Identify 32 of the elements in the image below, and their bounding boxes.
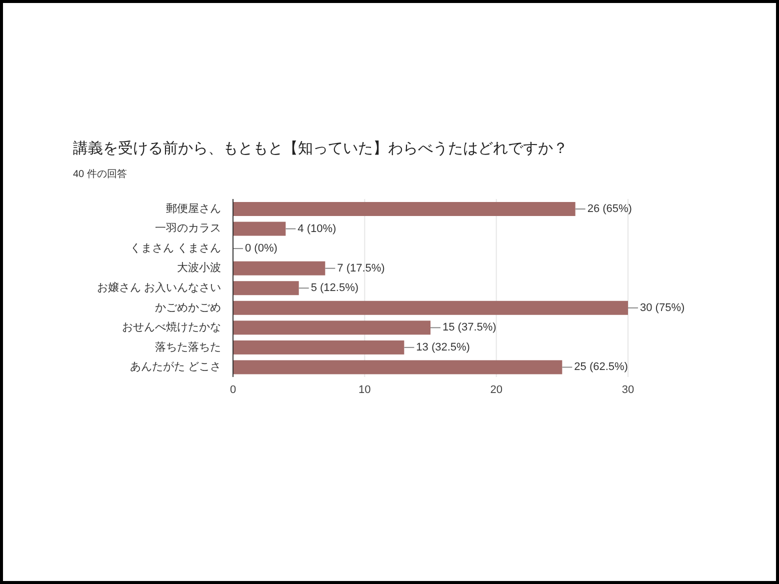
data-label: 15 (37.5%)	[442, 322, 496, 334]
y-tick-label: かごめかごめ	[155, 302, 221, 314]
bar	[233, 340, 404, 354]
bar	[233, 320, 430, 335]
data-label: 5 (12.5%)	[310, 282, 359, 294]
bar	[233, 202, 576, 216]
data-label: 4 (10%)	[298, 222, 336, 235]
x-tick-label: 10	[358, 384, 371, 396]
y-tick-label: お嬢さん お入いんなさい	[96, 281, 221, 294]
y-tick-label: 落ちた落ちた	[155, 340, 221, 354]
bar	[233, 261, 326, 276]
x-tick-label: 30	[622, 384, 634, 396]
y-tick-label: おせんべ焼けたかな	[122, 322, 221, 334]
x-tick-label: 0	[230, 384, 236, 396]
data-label: 0 (0%)	[245, 242, 278, 255]
data-label: 26 (65%)	[587, 203, 632, 215]
y-tick-label: 大波小波	[177, 261, 221, 274]
text: 40 件の回答	[73, 168, 127, 181]
y-tick-label: あんたがた どこさ	[130, 361, 221, 374]
y-tick-label: くまさん くまさん	[130, 242, 221, 254]
bar	[233, 222, 286, 236]
chart-title: 講義を受ける前から、もともと【知っていた】わらべうたはどれですか？	[73, 139, 568, 158]
bar	[233, 281, 299, 296]
data-label: 13 (32.5%)	[416, 341, 470, 354]
y-tick-label: 一羽のカラス	[155, 222, 221, 235]
y-tick-label: 郵便屋さん	[166, 202, 221, 215]
x-tick-label: 20	[490, 384, 502, 396]
data-label: 30 (75%)	[640, 302, 685, 314]
data-label: 7 (17.5%)	[337, 262, 385, 274]
data-label: 25 (62.5%)	[574, 361, 628, 374]
bar	[233, 300, 628, 315]
bar	[233, 360, 562, 374]
